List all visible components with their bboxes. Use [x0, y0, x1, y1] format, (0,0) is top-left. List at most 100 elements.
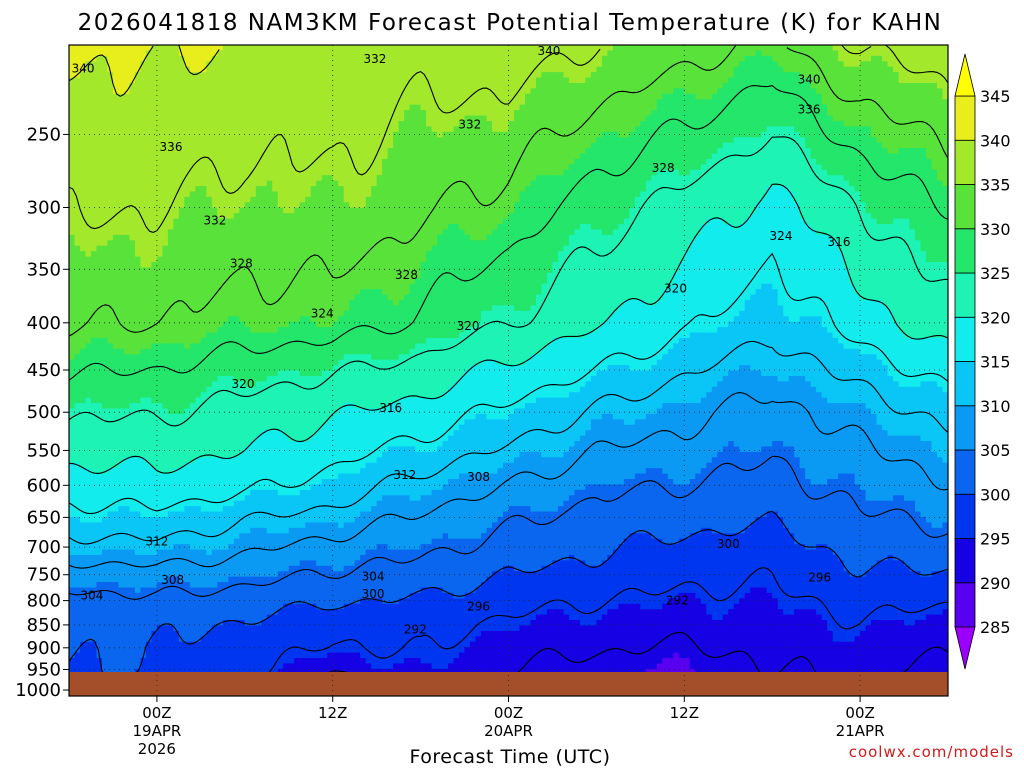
theta-fill-cell	[277, 479, 284, 486]
theta-fill-cell	[74, 592, 81, 599]
theta-fill-cell	[250, 658, 257, 665]
theta-fill-cell	[162, 527, 169, 534]
theta-fill-cell	[173, 598, 180, 605]
theta-fill-cell	[156, 164, 163, 171]
theta-fill-cell	[288, 538, 295, 545]
theta-fill-cell	[173, 441, 180, 448]
theta-fill-cell	[90, 82, 98, 89]
theta-fill-cell	[118, 544, 125, 551]
theta-fill-cell	[228, 262, 235, 269]
theta-fill-cell	[69, 88, 76, 95]
theta-fill-cell	[195, 468, 202, 475]
theta-fill-cell	[266, 592, 273, 599]
theta-fill-cell	[129, 413, 136, 420]
theta-fill-cell	[74, 386, 81, 393]
theta-fill-cell	[79, 310, 87, 317]
theta-fill-cell	[162, 468, 169, 475]
theta-fill-cell	[211, 196, 218, 203]
theta-fill-cell	[283, 234, 290, 241]
theta-fill-cell	[74, 441, 81, 448]
theta-fill-cell	[134, 370, 142, 377]
theta-fill-cell	[118, 66, 125, 73]
theta-fill-cell	[217, 392, 224, 399]
theta-fill-cell	[222, 82, 229, 89]
theta-fill-cell	[200, 668, 207, 675]
theta-fill-cell	[266, 479, 273, 486]
theta-fill-cell	[156, 641, 163, 648]
theta-fill-cell	[118, 359, 125, 366]
theta-fill-cell	[228, 321, 235, 328]
theta-fill-cell	[167, 343, 174, 350]
theta-fill-cell	[129, 500, 136, 507]
theta-fill-cell	[266, 516, 273, 523]
theta-fill-cell	[283, 549, 290, 556]
theta-fill-cell	[222, 213, 229, 220]
theta-fill-cell	[250, 365, 257, 372]
theta-fill-cell	[250, 131, 257, 138]
theta-fill-cell	[211, 137, 218, 144]
theta-fill-cell	[255, 45, 262, 52]
theta-fill-cell	[167, 381, 174, 388]
theta-fill-cell	[90, 224, 98, 231]
theta-fill-cell	[233, 224, 240, 231]
theta-fill-cell	[189, 560, 196, 567]
theta-fill-cell	[118, 598, 125, 605]
theta-fill-cell	[145, 354, 152, 361]
theta-fill-cell	[112, 55, 120, 62]
theta-fill-cell	[239, 110, 246, 117]
theta-fill-cell	[189, 169, 196, 176]
theta-fill-cell	[239, 489, 246, 496]
theta-fill-cell	[162, 479, 169, 486]
theta-fill-cell	[112, 337, 120, 344]
theta-fill-cell	[167, 641, 174, 648]
theta-fill-cell	[134, 142, 142, 149]
theta-fill-cell	[239, 533, 246, 540]
theta-fill-cell	[85, 240, 92, 247]
theta-fill-cell	[250, 506, 257, 513]
theta-fill-cell	[173, 142, 180, 149]
theta-fill-cell	[167, 213, 174, 220]
theta-fill-cell	[90, 386, 98, 393]
theta-fill-cell	[123, 647, 131, 654]
theta-fill-cell	[162, 104, 169, 111]
theta-fill-cell	[140, 397, 147, 404]
theta-fill-cell	[90, 316, 98, 323]
theta-fill-cell	[74, 45, 81, 52]
theta-fill-cell	[283, 262, 290, 269]
theta-fill-cell	[277, 630, 284, 637]
theta-fill-cell	[255, 310, 262, 317]
theta-fill-cell	[79, 327, 87, 334]
theta-fill-cell	[189, 99, 196, 106]
theta-fill-cell	[211, 348, 218, 355]
theta-fill-cell	[129, 386, 136, 393]
theta-fill-cell	[233, 299, 240, 306]
theta-fill-cell	[129, 332, 136, 339]
theta-fill-cell	[134, 218, 142, 225]
theta-fill-cell	[250, 636, 257, 643]
theta-fill-cell	[250, 191, 257, 198]
theta-fill-cell	[90, 50, 98, 57]
theta-fill-cell	[200, 234, 207, 241]
theta-fill-cell	[239, 538, 246, 545]
theta-fill-cell	[239, 45, 246, 52]
theta-fill-cell	[101, 359, 109, 366]
theta-fill-cell	[101, 495, 109, 502]
theta-fill-cell	[206, 234, 213, 241]
theta-fill-cell	[167, 538, 174, 545]
theta-fill-cell	[272, 262, 279, 269]
theta-fill-cell	[134, 77, 142, 84]
theta-fill-cell	[101, 462, 109, 469]
theta-fill-cell	[283, 55, 290, 62]
theta-fill-cell	[79, 392, 87, 399]
theta-fill-cell	[200, 582, 207, 589]
theta-fill-cell	[151, 126, 158, 133]
theta-fill-cell	[129, 256, 136, 263]
theta-fill-cell	[250, 403, 257, 410]
theta-fill-cell	[140, 565, 147, 572]
theta-fill-cell	[217, 511, 224, 518]
theta-fill-cell	[233, 647, 240, 654]
theta-fill-cell	[189, 332, 196, 339]
theta-fill-cell	[228, 218, 235, 225]
theta-fill-cell	[189, 45, 196, 52]
theta-fill-cell	[156, 598, 163, 605]
